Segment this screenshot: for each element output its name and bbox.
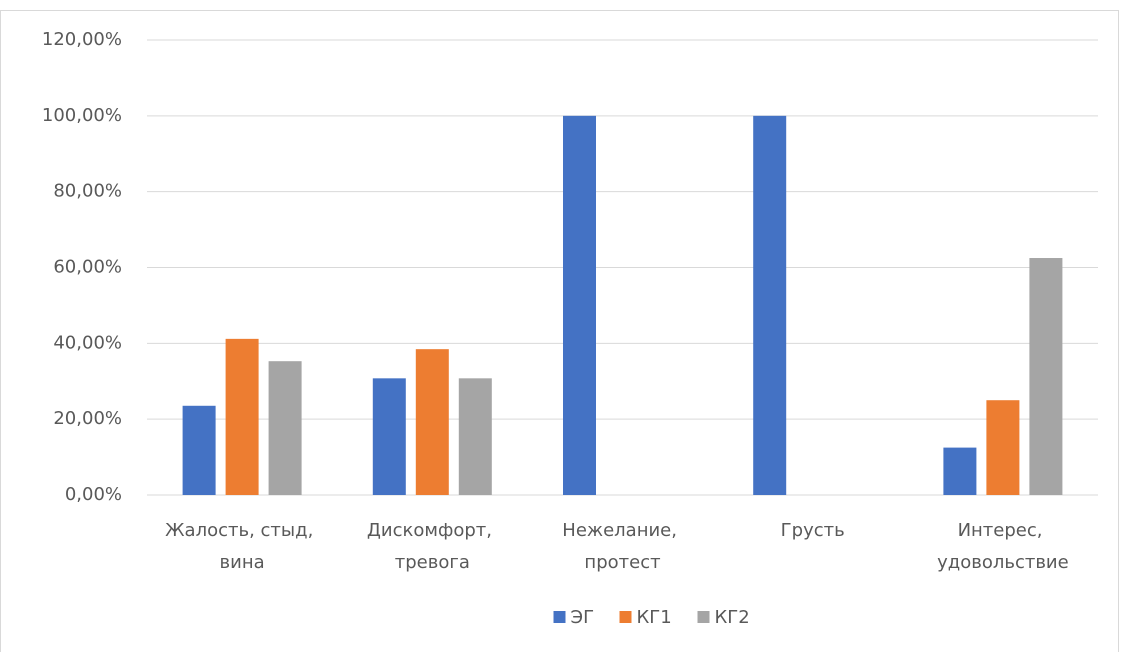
- x-tick-label: Нежелание, протест: [562, 520, 682, 573]
- x-tick-label: Жалость, стыд, вина: [165, 520, 319, 573]
- legend-swatch: [619, 611, 632, 623]
- bar: [986, 400, 1020, 495]
- x-tick-label: Интерес, удовольствие: [937, 520, 1069, 573]
- legend-swatch: [553, 611, 566, 623]
- bar: [415, 349, 449, 495]
- bar: [268, 361, 302, 495]
- legend-label: КГ2: [715, 607, 750, 628]
- y-tick-label: 80,00%: [53, 181, 122, 202]
- y-tick-label: 20,00%: [53, 408, 122, 429]
- bar: [1029, 258, 1063, 495]
- y-tick-label: 60,00%: [53, 257, 122, 278]
- bar: [458, 378, 492, 495]
- x-tick-label: Грусть: [781, 520, 845, 541]
- bar: [372, 378, 406, 495]
- legend-label: ЭГ: [571, 607, 595, 628]
- y-tick-label: 40,00%: [53, 332, 122, 353]
- legend-swatch: [697, 611, 710, 623]
- y-tick-label: 120,00%: [42, 29, 122, 50]
- bar: [563, 115, 596, 495]
- x-tick-label: Дискомфорт, тревога: [367, 520, 498, 573]
- legend-label: КГ1: [637, 607, 672, 628]
- y-tick-label: 100,00%: [42, 105, 122, 126]
- chart-border: [0, 10, 1119, 652]
- bar: [225, 338, 259, 495]
- bar: [753, 115, 787, 495]
- bar: [943, 447, 977, 495]
- y-tick-label: 0,00%: [65, 484, 122, 505]
- bar: [182, 405, 216, 495]
